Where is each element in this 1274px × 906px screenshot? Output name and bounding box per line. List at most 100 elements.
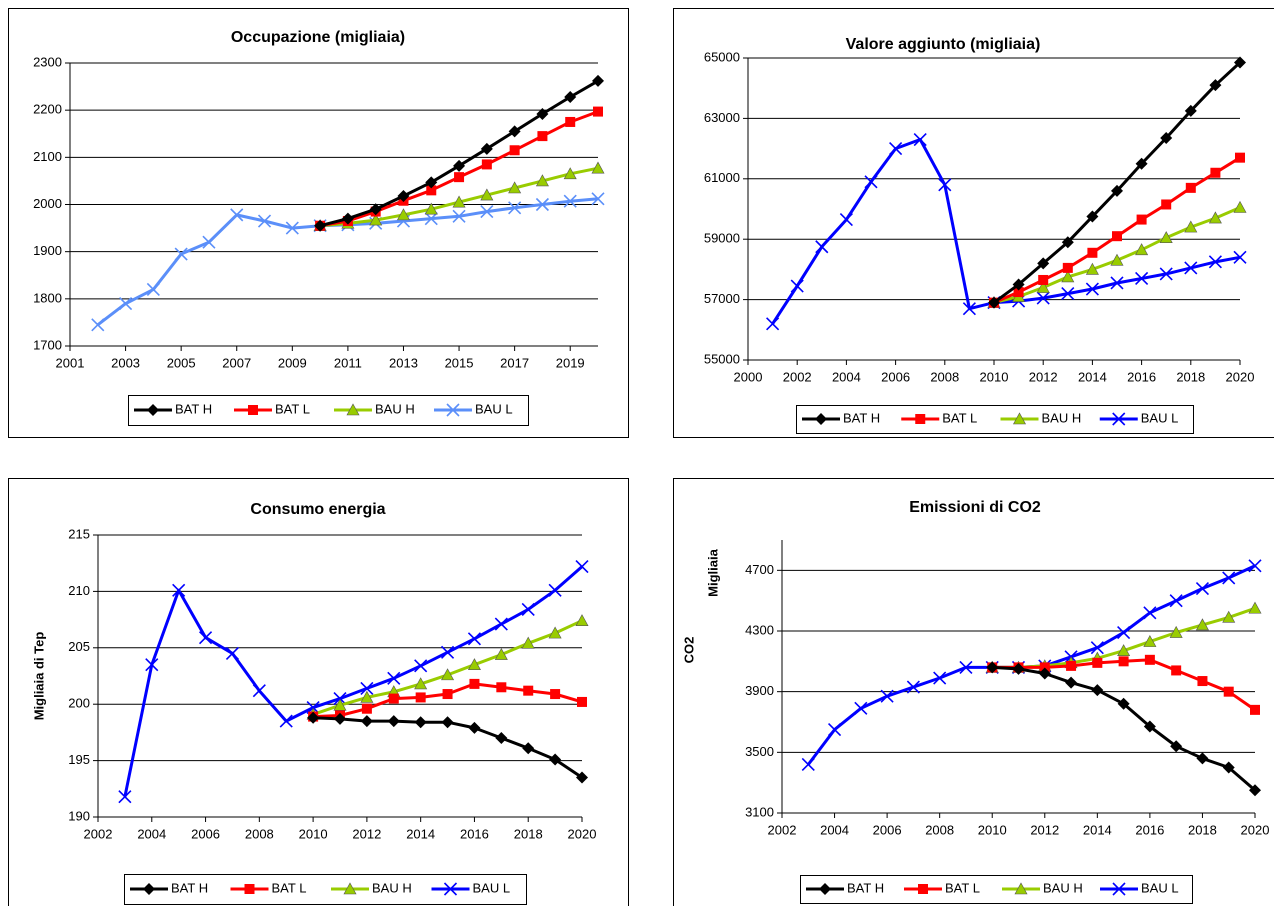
marker xyxy=(1223,686,1234,697)
x-tick-label: 2016 xyxy=(460,826,489,841)
x-tick-label: 2002 xyxy=(84,826,113,841)
marker xyxy=(593,106,603,117)
legend-label: BAT H xyxy=(847,880,884,895)
marker xyxy=(333,698,347,711)
x-tick-label: 2002 xyxy=(768,822,797,837)
x-tick-label: 2008 xyxy=(245,826,274,841)
x-tick-label: 2015 xyxy=(445,355,474,370)
x-tick-label: 2004 xyxy=(137,826,166,841)
marker xyxy=(1144,654,1155,665)
marker xyxy=(225,646,240,661)
marker xyxy=(446,403,460,417)
marker xyxy=(481,159,492,170)
marker xyxy=(1195,618,1209,631)
marker xyxy=(509,145,520,156)
marker xyxy=(1208,211,1222,224)
marker xyxy=(522,742,535,755)
x-tick-label: 2007 xyxy=(222,355,251,370)
chart-frame xyxy=(673,478,1274,906)
marker xyxy=(576,771,588,784)
annotation: Migliaia xyxy=(705,548,720,596)
marker xyxy=(1184,261,1198,275)
series-line xyxy=(123,565,583,797)
marker xyxy=(1039,662,1050,673)
series-markers xyxy=(801,559,1262,772)
marker xyxy=(1117,644,1131,657)
x-tick-label: 2012 xyxy=(1029,369,1058,384)
x-tick-label: 2008 xyxy=(930,369,959,384)
marker xyxy=(198,631,213,645)
marker xyxy=(1170,740,1183,753)
marker xyxy=(906,680,920,694)
series-markers xyxy=(307,711,588,784)
marker xyxy=(536,107,549,120)
marker xyxy=(414,659,428,673)
y-tick-label: 2000 xyxy=(33,196,62,211)
x-tick-label: 2020 xyxy=(1241,822,1270,837)
marker xyxy=(1143,606,1157,620)
marker xyxy=(1061,270,1075,283)
marker xyxy=(549,753,562,766)
marker xyxy=(591,161,605,174)
marker xyxy=(1112,882,1126,896)
marker xyxy=(1013,287,1024,298)
x-tick-label: 2001 xyxy=(56,355,85,370)
marker xyxy=(279,714,293,728)
marker xyxy=(521,602,535,617)
y-tick-label: 2200 xyxy=(33,102,62,117)
series-markers xyxy=(118,560,589,804)
x-tick-label: 2018 xyxy=(1188,822,1217,837)
legend-label: BAT H xyxy=(843,410,880,425)
legend-label: BAT L xyxy=(942,410,977,425)
marker xyxy=(396,208,410,221)
marker xyxy=(933,671,947,685)
x-tick-label: 2011 xyxy=(334,355,362,370)
legend-marker xyxy=(1112,412,1126,426)
marker xyxy=(143,883,155,895)
marker xyxy=(174,247,188,261)
marker xyxy=(1159,231,1173,243)
marker xyxy=(285,221,299,235)
marker xyxy=(986,661,999,674)
marker xyxy=(1222,610,1236,623)
legend-marker xyxy=(1112,882,1126,896)
marker xyxy=(442,689,453,700)
marker xyxy=(1197,676,1208,687)
y-tick-label: 2100 xyxy=(33,149,62,164)
marker xyxy=(592,74,604,87)
marker xyxy=(1036,291,1050,305)
marker xyxy=(1012,278,1025,291)
y-tick-label: 1800 xyxy=(33,290,62,305)
x-tick-label: 2014 xyxy=(406,826,435,841)
y-tick-label: 200 xyxy=(68,696,90,711)
marker xyxy=(819,883,831,895)
series-line xyxy=(993,61,1242,304)
x-tick-label: 2010 xyxy=(978,822,1007,837)
marker xyxy=(1012,412,1027,425)
x-tick-label: 2016 xyxy=(1127,369,1156,384)
y-tick-label: 1700 xyxy=(33,337,62,352)
legend-label: BAT L xyxy=(272,880,307,895)
y-tick-label: 195 xyxy=(68,752,90,767)
chart-title: Valore aggiunto (migliaia) xyxy=(846,36,1041,53)
legend-label: BAU H xyxy=(1043,880,1083,895)
x-tick-label: 2008 xyxy=(925,822,954,837)
marker xyxy=(1037,257,1050,270)
x-tick-label: 2020 xyxy=(1226,369,1255,384)
marker xyxy=(440,645,455,659)
marker xyxy=(333,691,347,706)
marker xyxy=(1143,634,1157,647)
marker xyxy=(1061,236,1074,249)
x-tick-label: 2009 xyxy=(278,355,307,370)
marker xyxy=(494,617,508,631)
marker xyxy=(1135,243,1149,256)
y-tick-label: 2300 xyxy=(33,54,62,69)
marker xyxy=(1184,220,1198,233)
marker xyxy=(119,296,133,311)
marker xyxy=(441,668,455,681)
series-markers xyxy=(308,678,587,722)
legend-marker xyxy=(918,884,928,894)
marker xyxy=(521,636,535,649)
series-markers xyxy=(314,74,604,232)
